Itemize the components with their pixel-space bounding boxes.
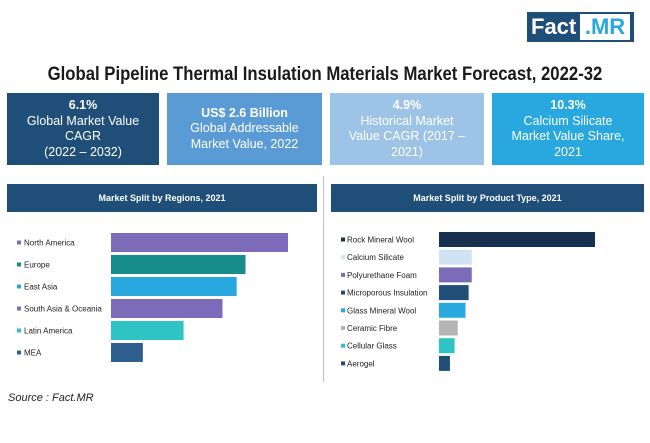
logo-fact-text: Fact: [531, 14, 577, 39]
legend-marker: [341, 237, 345, 242]
category-label: Polyurethane Foam: [347, 271, 417, 280]
category-label: East Asia: [24, 283, 58, 292]
regions-chart-title: Market Split by Regions, 2021: [7, 184, 317, 212]
category-label: Cellular Glass: [347, 342, 397, 351]
kpi-line: Market Value, 2022: [190, 136, 299, 151]
kpi-line: 2021: [554, 144, 582, 159]
legend-marker: [17, 328, 21, 333]
category-label: Microporous Insulation: [347, 289, 427, 298]
legend-marker: [341, 272, 345, 277]
category-label: North America: [24, 239, 75, 248]
product-type-chart-title: Market Split by Product Type, 2021: [331, 184, 644, 212]
bar: [111, 343, 143, 362]
bar: [439, 249, 472, 265]
kpi-line: 2021): [391, 144, 423, 159]
page-title: Global Pipeline Thermal Insulation Mater…: [47, 64, 603, 85]
category-label: Ceramic Fibre: [347, 324, 398, 333]
panel-divider: [323, 176, 324, 382]
category-label: Europe: [24, 261, 50, 270]
legend-marker: [341, 326, 345, 330]
bar: [111, 255, 246, 274]
kpi-card-historical-cagr: 4.9% Historical Market Value CAGR (2017 …: [330, 93, 484, 165]
kpi-line: Global Market Value: [26, 113, 140, 128]
source-note: Source : Fact.MR: [8, 392, 94, 404]
bar: [439, 285, 469, 301]
category-label: Aerogel: [347, 359, 375, 368]
kpi-line: Historical Market: [360, 113, 454, 128]
kpi-card-calcium-silicate-share: 10.3% Calcium Silicate Market Value Shar…: [492, 93, 644, 165]
legend-marker: [17, 262, 21, 267]
bar: [439, 338, 455, 354]
bar: [439, 320, 458, 336]
bar: [111, 321, 184, 340]
kpi-value: 6.1%: [68, 98, 98, 112]
fact-mr-logo: Fact .MR: [527, 12, 634, 42]
kpi-value: 4.9%: [392, 98, 422, 112]
kpi-value: 10.3%: [550, 98, 586, 112]
category-label: South Asia & Oceania: [24, 305, 102, 314]
category-label: Glass Mineral Wool: [347, 306, 416, 315]
kpi-line: Global Addressable: [190, 121, 299, 136]
legend-marker: [341, 308, 345, 313]
category-label: Rock Mineral Wool: [347, 236, 414, 245]
bar: [111, 299, 223, 318]
bar: [439, 267, 472, 283]
kpi-line: (2022 – 2032): [44, 144, 122, 159]
kpi-line: Market Value Share,: [511, 129, 625, 143]
legend-marker: [341, 255, 345, 260]
bar: [439, 302, 466, 318]
legend-marker: [341, 290, 345, 295]
kpi-card-cagr: 6.1% Global Market Value CAGR (2022 – 20…: [7, 93, 159, 165]
logo-mr-text: .MR: [580, 14, 630, 40]
legend-marker: [17, 306, 21, 311]
category-label: Latin America: [24, 327, 73, 336]
bar: [111, 233, 288, 252]
legend-marker: [17, 350, 21, 355]
bar: [111, 277, 237, 296]
category-label: MEA: [24, 349, 42, 358]
legend-marker: [341, 343, 345, 348]
kpi-line: CAGR: [64, 129, 102, 143]
kpi-card-market-value: US$ 2.6 Billion Global Addressable Marke…: [167, 93, 322, 165]
kpi-line: Value CAGR (2017 –: [348, 129, 466, 143]
kpi-line: Calcium Silicate: [523, 113, 613, 128]
category-label: Calcium Silicate: [347, 253, 404, 262]
legend-marker: [17, 284, 21, 289]
kpi-value: US$ 2.6 Billion: [201, 105, 288, 120]
legend-marker: [17, 240, 21, 245]
bar: [439, 232, 595, 247]
legend-marker: [341, 361, 345, 366]
bar: [439, 355, 450, 371]
